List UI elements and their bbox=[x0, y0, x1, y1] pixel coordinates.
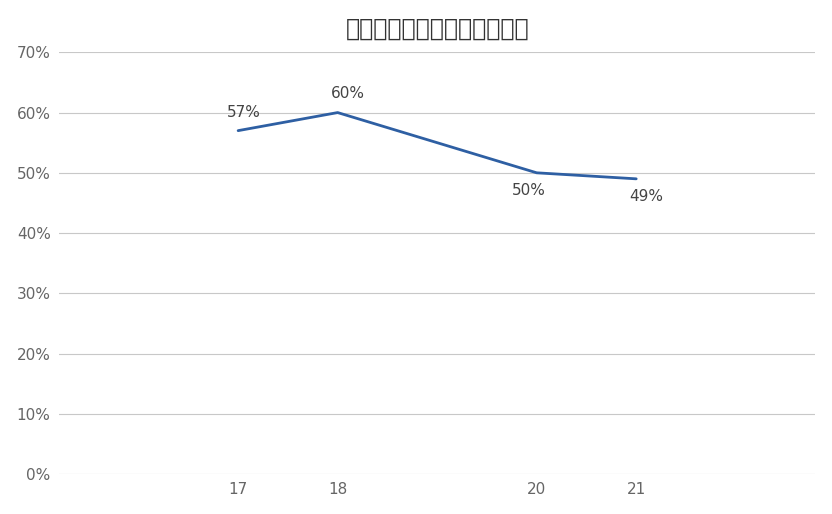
Text: 57%: 57% bbox=[227, 104, 261, 120]
Title: 三陽商会　下半売上割合推移: 三陽商会 下半売上割合推移 bbox=[345, 16, 529, 41]
Text: 60%: 60% bbox=[330, 86, 364, 101]
Text: 50%: 50% bbox=[512, 183, 546, 198]
Text: 49%: 49% bbox=[629, 189, 663, 204]
